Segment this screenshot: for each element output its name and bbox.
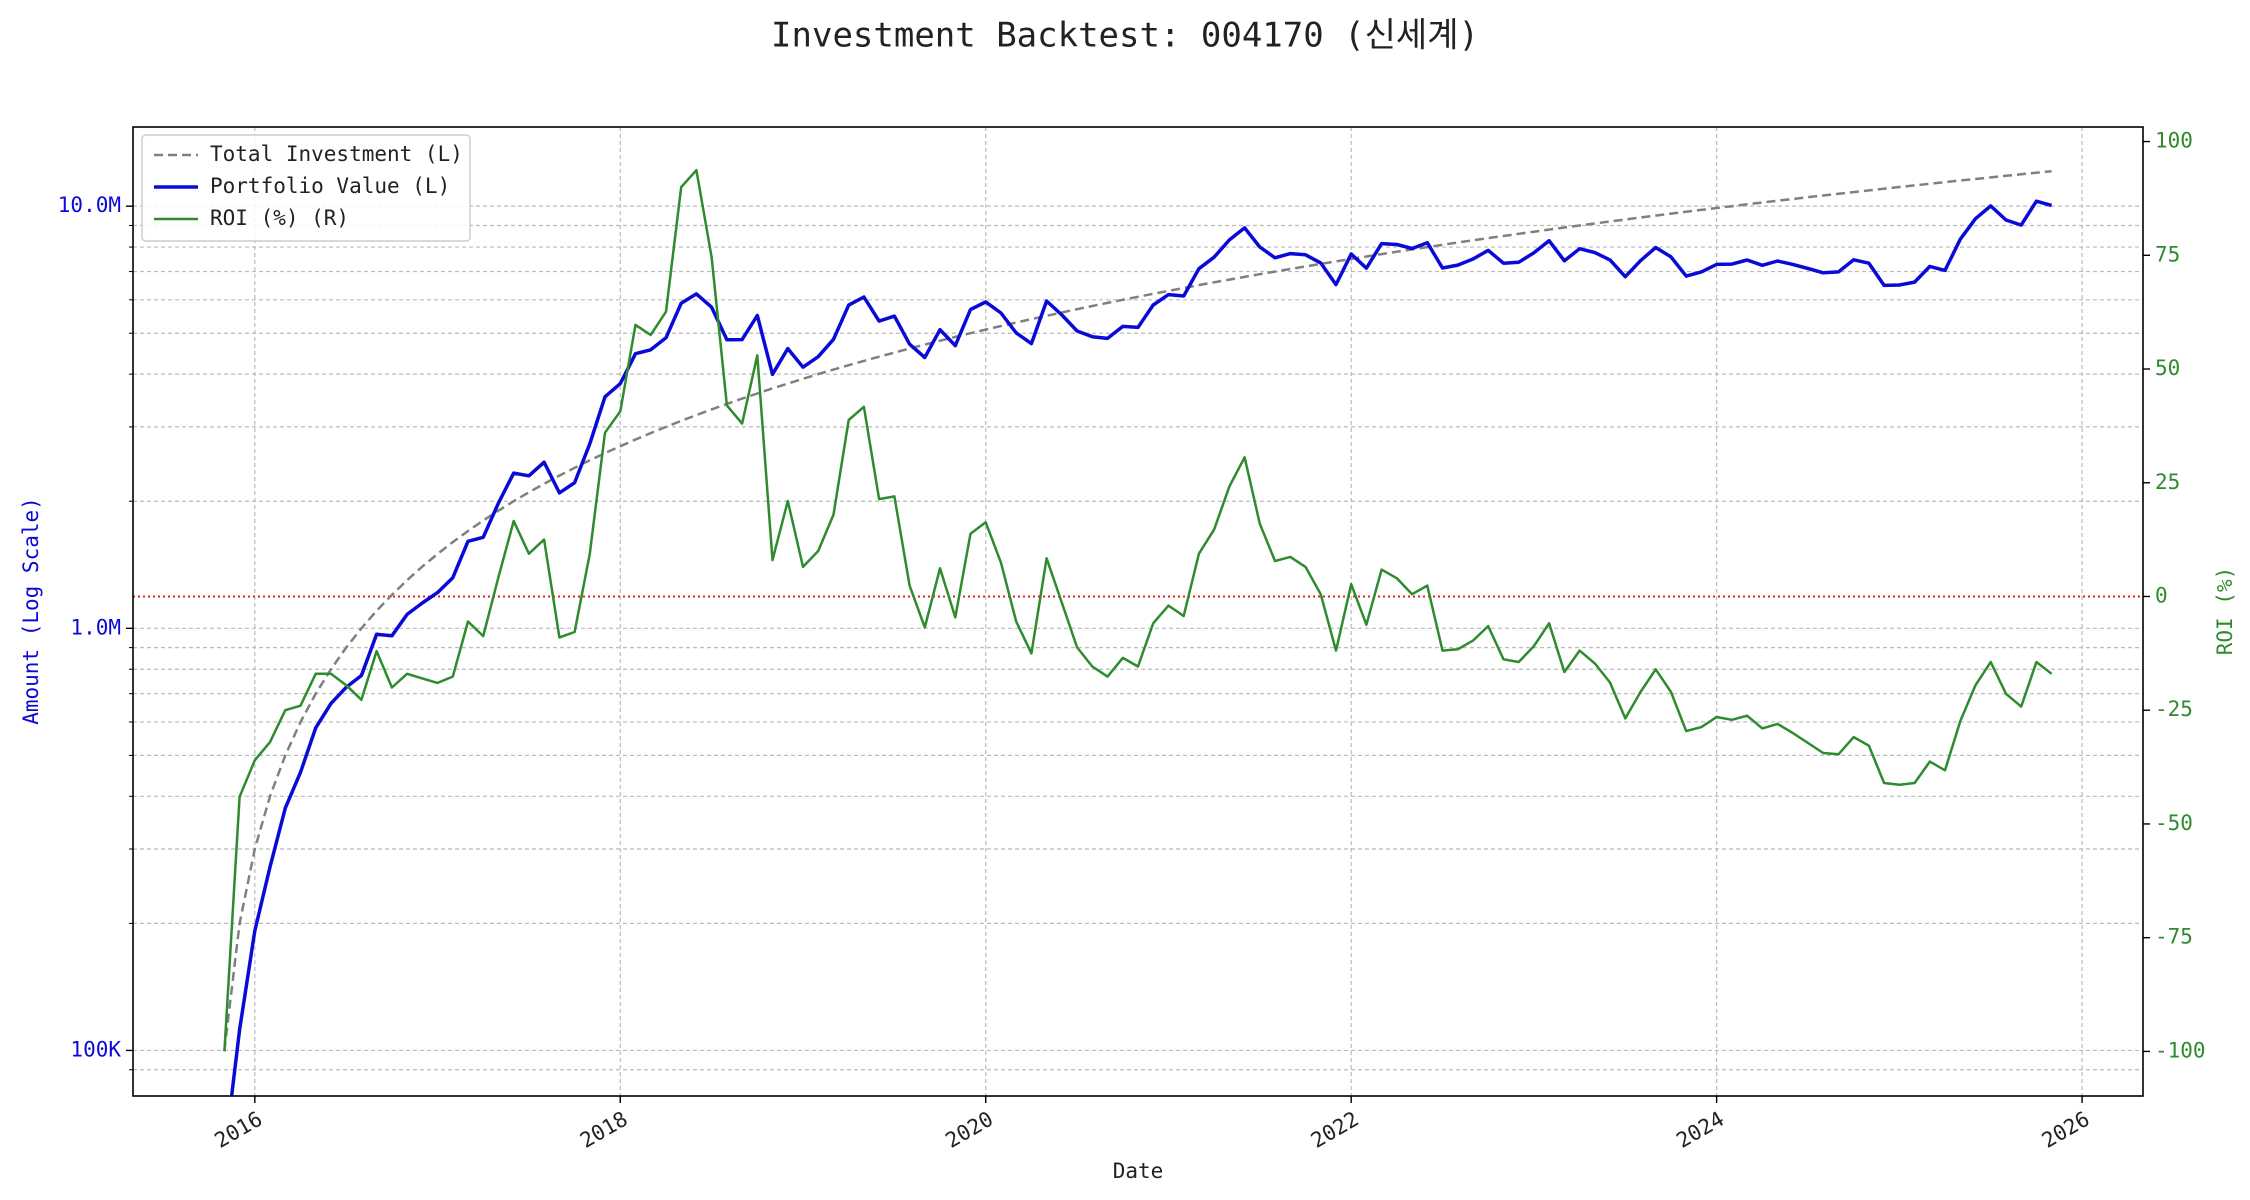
y-tick-label: 1.0M [70, 615, 121, 639]
plot-frame [132, 126, 2144, 1097]
x-tick-label: 2022 [1307, 1107, 1363, 1153]
y2-tick-label: 50 [2155, 356, 2180, 380]
chart-title: Investment Backtest: 004170 (신세계) [771, 16, 1479, 56]
x-tick-label: 2026 [2038, 1107, 2094, 1153]
series-line [223, 169, 2052, 1051]
y2-tick-label: -25 [2155, 697, 2193, 721]
x-tick-label: 2016 [211, 1107, 267, 1153]
x-tick-label: 2018 [576, 1107, 632, 1153]
y-axis-label: Amount (Log Scale) [19, 497, 43, 725]
y-tick-label: 100K [70, 1037, 121, 1061]
legend-label: Portfolio Value (L) [210, 174, 450, 198]
x-tick-label: 2020 [941, 1107, 997, 1153]
legend-label: Total Investment (L) [210, 142, 463, 166]
y2-tick-label: -75 [2155, 925, 2193, 949]
legend-label: ROI (%) (R) [210, 206, 349, 230]
x-axis-label: Date [1113, 1159, 1164, 1183]
y2-tick-label: -100 [2155, 1038, 2206, 1062]
y2-tick-label: -50 [2155, 811, 2193, 835]
y2-tick-label: 75 [2155, 242, 2180, 266]
series-line [229, 199, 2053, 1096]
y2-tick-label: 25 [2155, 470, 2180, 494]
x-tick-label: 2024 [1672, 1107, 1728, 1153]
series-line [223, 168, 2053, 1052]
y2-axis-label: ROI (%) [2213, 567, 2237, 656]
y2-tick-label: 100 [2155, 129, 2193, 153]
y-tick-label: 10.0M [58, 193, 121, 217]
plot-area [133, 127, 2143, 1096]
legend-box [141, 134, 471, 242]
y2-tick-label: 0 [2155, 583, 2168, 607]
